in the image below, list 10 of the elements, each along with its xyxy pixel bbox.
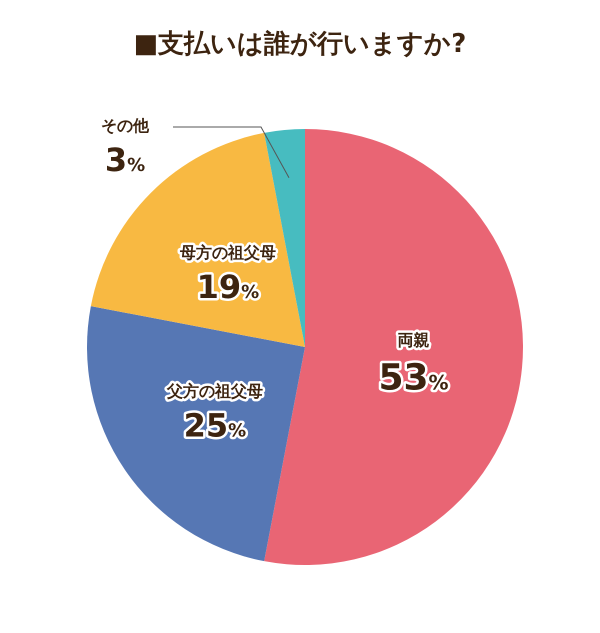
slice-label: その他 <box>101 116 150 135</box>
slice-label: 両親 <box>398 330 430 350</box>
pie-slice <box>87 306 305 562</box>
chart-title: ■支払いは誰が行いますか? <box>134 29 466 59</box>
data-label: 25% <box>184 406 246 444</box>
data-label: 19% <box>196 268 260 306</box>
slice-label: 母方の祖父母 <box>178 242 276 262</box>
data-label: 53% <box>378 357 449 398</box>
slice-label: 父方の祖父母 <box>166 381 263 400</box>
data-label: 3% <box>104 141 146 179</box>
